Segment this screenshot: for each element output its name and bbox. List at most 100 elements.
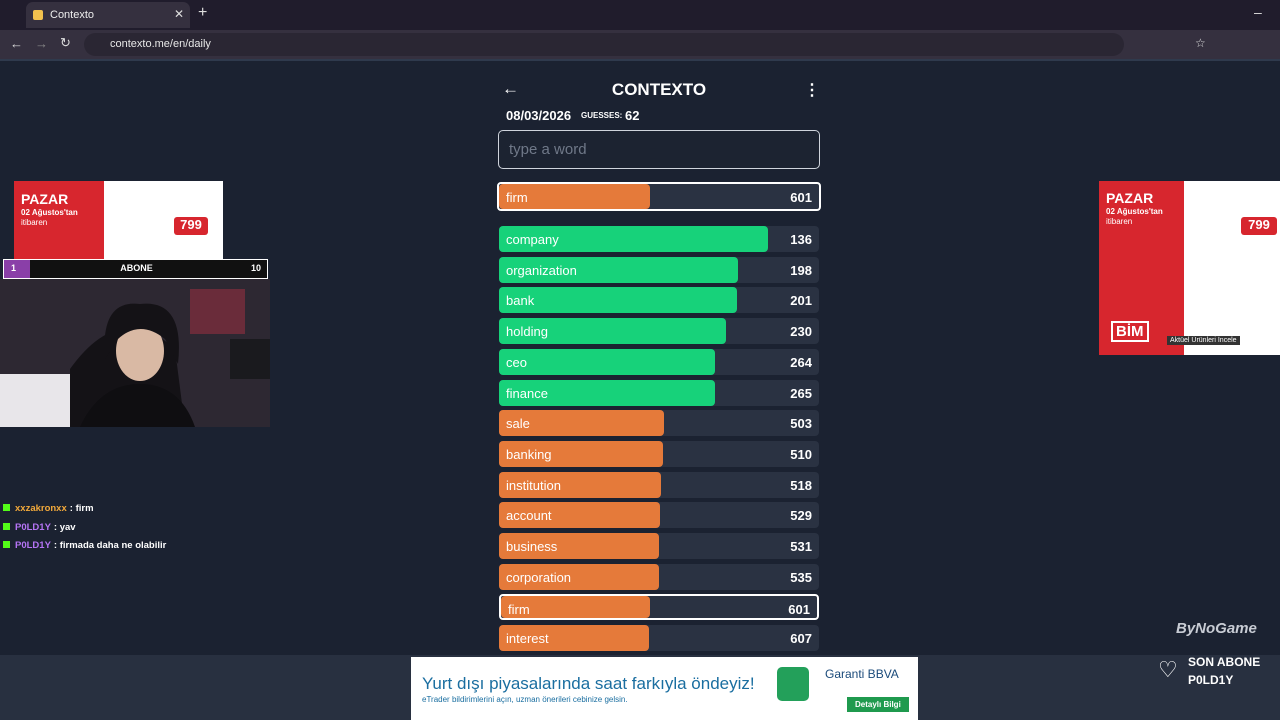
- left-ad[interactable]: PAZAR 02 Ağustos'tan itibaren 799: [14, 181, 223, 259]
- minimize[interactable]: –: [1254, 4, 1262, 20]
- guess-word: company: [506, 232, 559, 247]
- ad-day: PAZAR: [21, 191, 69, 207]
- rank-bar: [499, 226, 768, 252]
- guess-row: sale 503: [499, 410, 819, 437]
- right-ad[interactable]: PAZAR 02 Ağustos'tan itibaren 799 BİM Ak…: [1099, 181, 1280, 355]
- tab-close[interactable]: ✕: [174, 7, 185, 21]
- guess-row: firm 601: [499, 594, 819, 621]
- url: contexto.me/en/daily: [110, 38, 211, 50]
- guess-rank: 136: [790, 232, 812, 247]
- guess-word: firm: [508, 602, 530, 618]
- menu-button[interactable]: ⋮: [804, 82, 820, 99]
- guess-rank: 535: [790, 569, 812, 585]
- guess-rank: 201: [790, 293, 812, 309]
- guess-rank: 510: [790, 446, 812, 462]
- last-sub-label: SON ABONE: [1188, 655, 1261, 669]
- rank-bar: [501, 596, 650, 619]
- bookmark-star[interactable]: ☆: [1195, 36, 1206, 50]
- date: 08/03/2026: [506, 108, 572, 123]
- guess-rank: 529: [790, 508, 812, 524]
- ad-red-panel: [1099, 181, 1184, 355]
- guess-word: account: [506, 508, 552, 524]
- badge: [3, 504, 10, 511]
- guess-word: banking: [506, 446, 552, 462]
- guess-row: company 136: [499, 226, 819, 252]
- rank-bar: [499, 440, 663, 467]
- rank-bar: [499, 471, 662, 498]
- rank-bar: [499, 184, 650, 209]
- ad-price: 799: [1241, 217, 1277, 235]
- new-tab[interactable]: +: [198, 4, 208, 21]
- guess-row: holding 230: [499, 318, 819, 345]
- bottom-ad[interactable]: Yurt dışı piyasalarında saat farkıyla ön…: [411, 657, 918, 720]
- guess-word: ceo: [506, 354, 527, 370]
- guesses-count: 62: [625, 108, 640, 123]
- chat-text: : firm: [69, 503, 94, 514]
- guess-word: organization: [506, 262, 577, 278]
- rank-bar: [499, 379, 715, 406]
- tab[interactable]: Contexto ✕: [26, 2, 190, 28]
- back-arrow[interactable]: ←: [502, 79, 519, 98]
- back-button[interactable]: ←: [10, 36, 23, 51]
- tab-strip: Contexto ✕ + –: [0, 0, 1280, 30]
- guess-word: sale: [506, 416, 530, 432]
- guess-row: banking 510: [499, 440, 819, 467]
- guess-rank: 265: [790, 385, 812, 401]
- chat-user: xxzakronxx: [15, 503, 67, 514]
- badge: [3, 541, 10, 548]
- rank-bar: [499, 318, 726, 345]
- guess-word: bank: [506, 293, 535, 309]
- chat-text: : firmada daha ne olabilir: [53, 540, 167, 551]
- guess-word: firm: [506, 190, 528, 205]
- ad-date: 02 Ağustos'tan: [1106, 207, 1163, 216]
- guess-row: account 529: [499, 502, 819, 529]
- guess-word: holding: [506, 324, 548, 340]
- ad-brand: BİM: [1111, 321, 1149, 342]
- subgoal-label: ABONE: [120, 263, 153, 273]
- word-input[interactable]: type a word: [498, 130, 820, 169]
- chat-message: xxzakronxx: firm: [3, 503, 94, 514]
- webcam: [0, 279, 270, 427]
- guess-rank: 230: [790, 324, 812, 340]
- guess-row: organization 198: [499, 256, 819, 283]
- reload-button[interactable]: ↻: [60, 35, 71, 50]
- rank-bar: [499, 287, 737, 314]
- guess-word: institution: [506, 477, 561, 493]
- ad-button[interactable]: Aktüel Ürünleri İncele: [1167, 336, 1240, 345]
- guess-rank: 518: [790, 477, 812, 493]
- tab-title: Contexto: [50, 9, 95, 21]
- guess-row: firm 601: [497, 182, 821, 211]
- rank-bar: [499, 410, 664, 437]
- guess-word: finance: [506, 385, 548, 401]
- ad-headline: Yurt dışı piyasalarında saat farkıyla ön…: [422, 674, 755, 693]
- guess-word: interest: [506, 631, 549, 647]
- guess-rank: 503: [790, 416, 812, 432]
- chat-user: P0LD1Y: [15, 540, 51, 551]
- rank-bar: [499, 502, 660, 529]
- toolbar: ← → ↻ contexto.me/en/daily ☆: [0, 30, 1280, 59]
- favicon: [33, 10, 43, 20]
- address-bar[interactable]: contexto.me/en/daily: [84, 33, 1124, 56]
- rank-bar: [499, 256, 738, 283]
- ad-button[interactable]: Detaylı Bilgi: [847, 697, 909, 712]
- guess-row: bank 201: [499, 287, 819, 314]
- forward-button[interactable]: →: [35, 36, 48, 51]
- game-title: CONTEXTO: [611, 80, 707, 99]
- guesses-label: GUESSES:: [581, 111, 623, 120]
- guess-row: interest 607: [499, 625, 819, 652]
- input-placeholder: type a word: [509, 141, 587, 158]
- rank-bar: [499, 563, 659, 590]
- guess-row: corporation 535: [499, 563, 819, 590]
- guess-row: ceo 264: [499, 348, 819, 375]
- subgoal-fill: [4, 260, 31, 278]
- guess-word: corporation: [506, 569, 572, 585]
- guess-rank: 607: [790, 631, 812, 647]
- rank-bar: [499, 533, 660, 559]
- guess-rank: 601: [790, 190, 812, 205]
- heart-icon: ♡: [1158, 657, 1178, 682]
- guess-row: finance 265: [499, 379, 819, 406]
- guess-rank: 264: [790, 354, 812, 370]
- divider: [0, 59, 1280, 61]
- ad-since: itibaren: [1106, 217, 1133, 226]
